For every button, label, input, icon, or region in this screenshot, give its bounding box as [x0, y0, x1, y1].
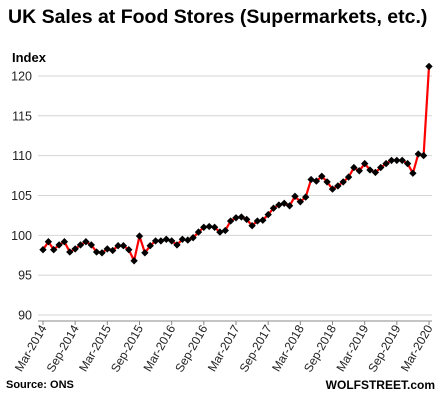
data-point: [366, 166, 374, 174]
brand-watermark: WOLFSTREET.com: [325, 378, 435, 392]
series-lines: [42, 66, 431, 262]
data-point: [146, 242, 154, 250]
data-point: [98, 249, 106, 257]
data-point: [221, 226, 229, 235]
y-tick-label: 115: [12, 109, 32, 123]
data-point: [226, 217, 235, 225]
data-point: [350, 163, 358, 172]
data-point: [285, 202, 294, 210]
series-points: [39, 62, 433, 265]
y-tick-label: 105: [11, 189, 32, 203]
data-point: [302, 193, 310, 201]
y-tick-labels: 90 95 100 105 110 115 120: [11, 69, 32, 322]
data-point: [114, 242, 122, 250]
data-point: [419, 151, 428, 160]
data-point: [135, 232, 144, 240]
data-point: [425, 62, 433, 71]
data-point: [194, 228, 203, 236]
source-note: Source: ONS: [6, 379, 74, 391]
data-point: [119, 242, 128, 250]
data-point: [60, 238, 69, 246]
data-point: [382, 159, 390, 168]
data-point: [55, 241, 63, 249]
data-point: [344, 173, 353, 181]
data-point: [130, 257, 138, 265]
data-point: [361, 159, 369, 168]
data-point: [82, 238, 90, 246]
data-point: [76, 241, 85, 249]
data-point: [264, 210, 272, 219]
data-point: [291, 192, 299, 200]
y-axis-label: Index: [12, 50, 46, 65]
x-axis: [38, 320, 432, 325]
data-point: [162, 235, 170, 243]
data-point: [328, 185, 337, 193]
y-tick-label: 120: [11, 69, 32, 83]
chart-title: UK Sales at Food Stores (Supermarkets, e…: [8, 6, 428, 28]
x-tick-label: Mar-2020: [398, 322, 436, 374]
data-point: [39, 246, 47, 254]
data-point: [210, 223, 219, 231]
series-line: [42, 66, 431, 262]
data-point: [280, 199, 288, 208]
data-point: [168, 237, 176, 245]
data-point: [109, 246, 117, 255]
data-point: [403, 159, 412, 168]
data-point: [232, 214, 240, 222]
data-point: [71, 245, 79, 253]
data-point: [243, 215, 251, 224]
y-tick-label: 100: [11, 229, 32, 243]
data-point: [184, 236, 192, 244]
y-tick-label: 90: [18, 309, 32, 323]
data-point: [92, 248, 101, 256]
y-tick-label: 95: [18, 269, 32, 283]
x-tick-labels: Mar-2014Sep-2014Mar-2015Sep-2015Mar-2016…: [12, 322, 436, 374]
data-point: [157, 237, 165, 245]
gridlines: [38, 75, 432, 316]
data-point: [312, 177, 321, 185]
data-point: [414, 150, 422, 158]
data-point: [200, 223, 208, 231]
y-tick-label: 110: [12, 149, 32, 163]
data-point: [307, 175, 315, 184]
